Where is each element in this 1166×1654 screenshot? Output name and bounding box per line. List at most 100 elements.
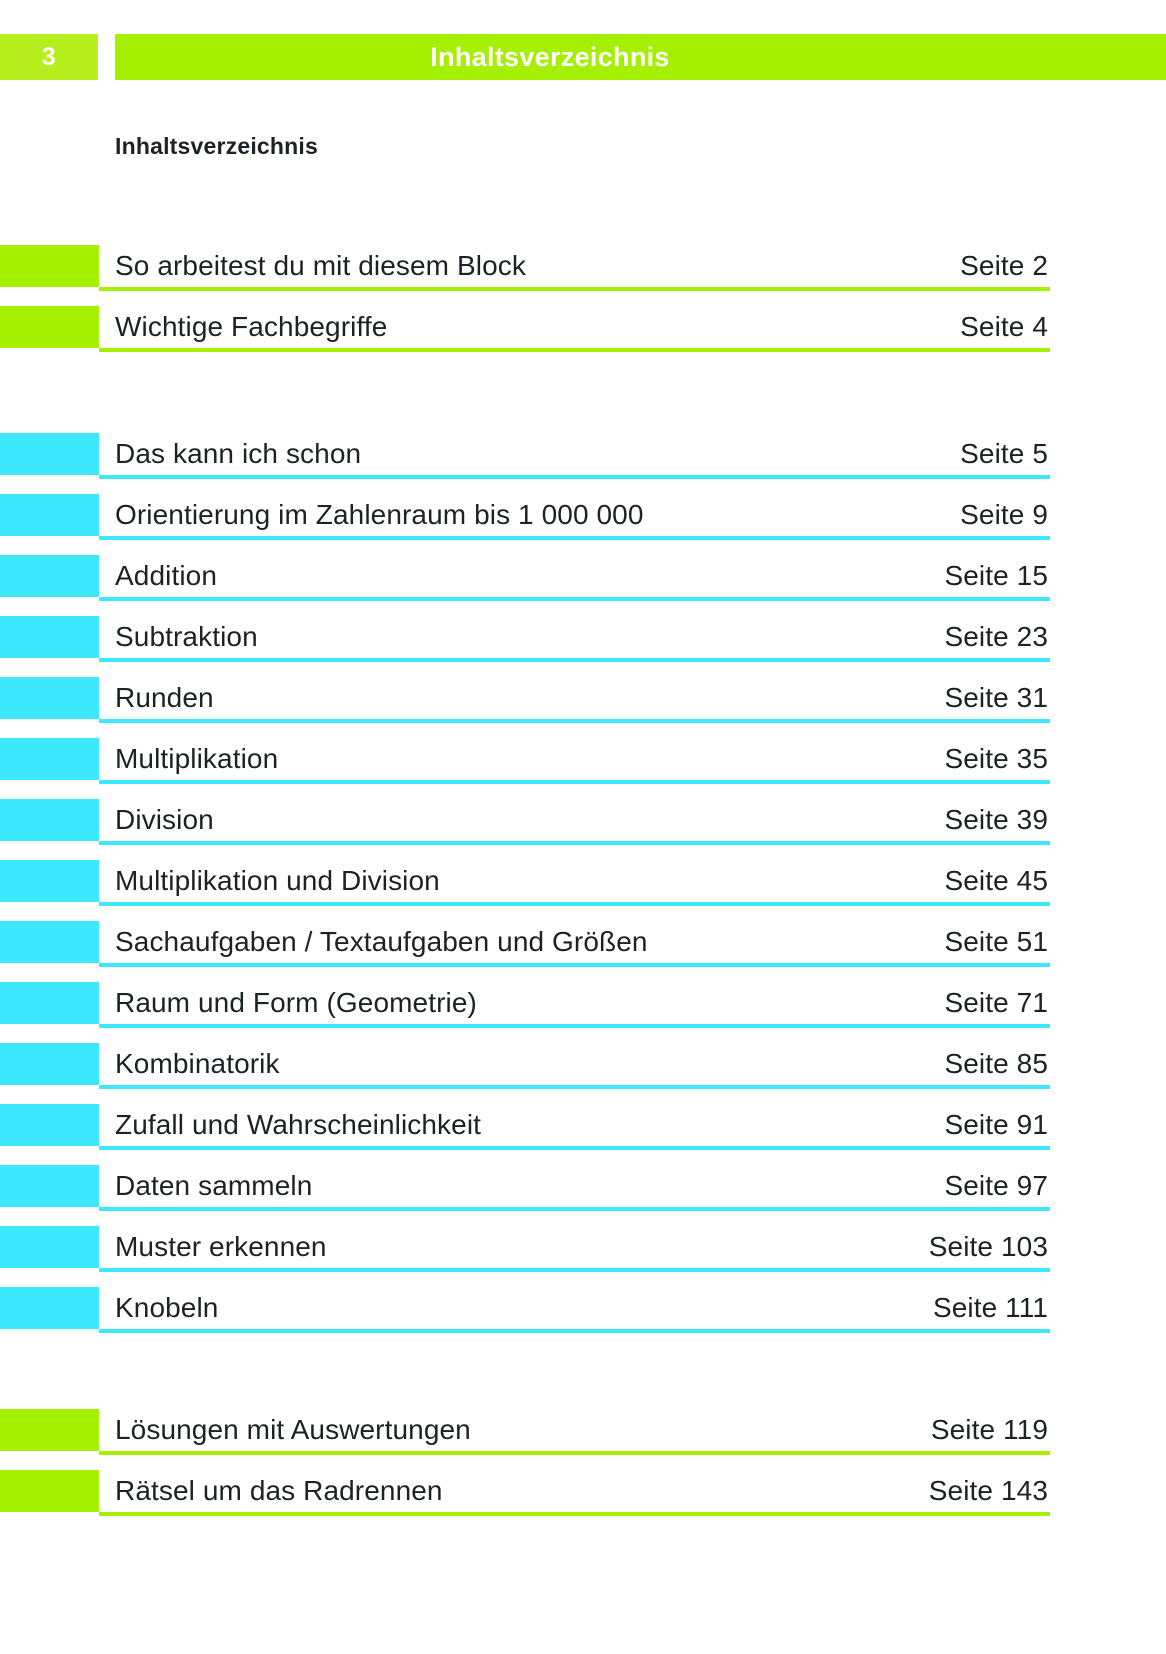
toc-entry-color-tab: [0, 738, 99, 780]
toc-entry[interactable]: Multiplikation Seite 35: [0, 738, 1166, 799]
toc-entry-underline: [99, 597, 1050, 601]
toc-entry-underline: [99, 1146, 1050, 1150]
toc-entry[interactable]: Addition Seite 15: [0, 555, 1166, 616]
toc-entry-underline: [99, 536, 1050, 540]
toc-entry-label: Division: [115, 804, 214, 835]
toc-entry-page-number: Seite 111: [932, 1292, 1048, 1323]
toc-entry-underline: [99, 841, 1050, 845]
toc-entry[interactable]: Lösungen mit Auswertungen Seite 119: [0, 1409, 1166, 1470]
toc-entry-label: Zufall und Wahrscheinlichkeit: [115, 1109, 482, 1140]
toc-entry-label: Muster erkennen: [115, 1231, 327, 1262]
toc-entry[interactable]: Daten sammeln Seite 97: [0, 1165, 1166, 1226]
toc-entry[interactable]: Zufall und Wahrscheinlichkeit Seite 91: [0, 1104, 1166, 1165]
toc-entry[interactable]: Division Seite 39: [0, 799, 1166, 860]
toc-entry[interactable]: Sachaufgaben / Textaufgaben und Größen Se…: [0, 921, 1166, 982]
toc-entry-page-number: Seite 51: [944, 926, 1048, 957]
toc-entry-underline: [99, 1085, 1050, 1089]
toc-entry-label: Kombinatorik: [115, 1048, 280, 1079]
toc-entry-page-number: Seite 35: [944, 743, 1048, 774]
toc-group-cyan: Das kann ich schon Seite 5 Orientierung im…: [0, 433, 1166, 1348]
toc-entry-color-tab: [0, 1165, 99, 1207]
toc-entry-body: Multiplikation und Division Seite 45: [99, 860, 1050, 907]
toc-entry-color-tab: [0, 677, 99, 719]
toc-entry-body: Raum und Form (Geometrie) Seite 71: [99, 982, 1050, 1029]
toc-entry[interactable]: Kombinatorik Seite 85: [0, 1043, 1166, 1104]
toc-entry-color-tab: [0, 616, 99, 658]
toc-entry-label: Das kann ich schon: [115, 438, 362, 469]
toc-entry-label: Wichtige Fachbegriffe: [115, 311, 388, 342]
toc-entry-page-number: Seite 85: [944, 1048, 1048, 1079]
toc-entry-body: Lösungen mit Auswertungen Seite 119: [99, 1409, 1050, 1456]
toc-entry-label: Addition: [115, 560, 217, 591]
toc-entry-page-number: Seite 39: [944, 804, 1048, 835]
toc-entry-page-number: Seite 23: [944, 621, 1048, 652]
toc-entry-page-number: Seite 97: [944, 1170, 1048, 1201]
toc-entry-page-number: Seite 71: [944, 987, 1048, 1018]
toc-entry-label: Rätsel um das Radrennen: [115, 1475, 443, 1506]
toc-entry-underline: [99, 1451, 1050, 1455]
toc-entry-body: Subtraktion Seite 23: [99, 616, 1050, 663]
toc-entry-underline: [99, 963, 1050, 967]
toc-entry[interactable]: Runden Seite 31: [0, 677, 1166, 738]
toc-entry-body: Sachaufgaben / Textaufgaben und Größen Se…: [99, 921, 1050, 968]
toc-entry[interactable]: Muster erkennen Seite 103: [0, 1226, 1166, 1287]
section-heading: Inhaltsverzeichnis: [115, 133, 319, 159]
toc-group-green: Lösungen mit Auswertungen Seite 119 Rätsel…: [0, 1409, 1166, 1531]
toc-entry-color-tab: [0, 1287, 99, 1329]
toc-entry[interactable]: So arbeitest du mit diesem Block Seite 2: [0, 245, 1166, 306]
toc-entry-underline: [99, 287, 1050, 291]
toc-entry-body: Addition Seite 15: [99, 555, 1050, 602]
toc-entry[interactable]: Multiplikation und Division Seite 45: [0, 860, 1166, 921]
toc-entry-color-tab: [0, 1470, 99, 1512]
toc-entry-underline: [99, 719, 1050, 723]
toc-entry-label: Multiplikation: [115, 743, 279, 774]
page-number-badge: 3: [0, 34, 98, 80]
toc-entry[interactable]: Orientierung im Zahlenraum bis 1 000 000…: [0, 494, 1166, 555]
toc-entry-underline: [99, 902, 1050, 906]
toc-entry-body: So arbeitest du mit diesem Block Seite 2: [99, 245, 1050, 292]
toc-entry-body: Wichtige Fachbegriffe Seite 4: [99, 306, 1050, 353]
toc-entry[interactable]: Knobeln Seite 111: [0, 1287, 1166, 1348]
toc-entry-page-number: Seite 4: [960, 311, 1048, 342]
toc-group-spacer: [0, 367, 1166, 433]
toc-entry-label: Daten sammeln: [115, 1170, 313, 1201]
toc-entry-body: Daten sammeln Seite 97: [99, 1165, 1050, 1212]
toc-entry-color-tab: [0, 433, 99, 475]
toc-group-spacer: [0, 1348, 1166, 1409]
toc-entry-underline: [99, 1329, 1050, 1333]
toc-entry-underline: [99, 1207, 1050, 1211]
toc-entry-label: Lösungen mit Auswertungen: [115, 1414, 471, 1445]
toc-entry-page-number: Seite 2: [960, 250, 1048, 281]
toc-entry-color-tab: [0, 1409, 99, 1451]
toc-entry-body: Rätsel um das Radrennen Seite 143: [99, 1470, 1050, 1517]
toc-entry-page-number: Seite 15: [944, 560, 1048, 591]
toc-entry-color-tab: [0, 799, 99, 841]
toc-entry-color-tab: [0, 306, 99, 348]
page-title: Inhaltsverzeichnis: [430, 41, 670, 72]
header-title-bar: Inhaltsverzeichnis: [115, 34, 1166, 80]
toc-entry-page-number: Seite 9: [960, 499, 1048, 530]
toc-entry-underline: [99, 658, 1050, 662]
toc-entry-page-number: Seite 91: [944, 1109, 1048, 1140]
toc-entry-color-tab: [0, 921, 99, 963]
toc-entry-body: Orientierung im Zahlenraum bis 1 000 000…: [99, 494, 1050, 541]
toc-entry-body: Zufall und Wahrscheinlichkeit Seite 91: [99, 1104, 1050, 1151]
toc-entry-body: Muster erkennen Seite 103: [99, 1226, 1050, 1273]
toc-entry-page-number: Seite 45: [944, 865, 1048, 896]
toc-entry-page-number: Seite 119: [930, 1414, 1048, 1445]
toc-entry-color-tab: [0, 494, 99, 536]
toc-entry-label: Knobeln: [115, 1292, 219, 1323]
toc-entry-color-tab: [0, 245, 99, 287]
toc-entry[interactable]: Subtraktion Seite 23: [0, 616, 1166, 677]
toc-entry[interactable]: Wichtige Fachbegriffe Seite 4: [0, 306, 1166, 367]
table-of-contents: So arbeitest du mit diesem Block Seite 2 W…: [0, 245, 1166, 1531]
toc-entry[interactable]: Rätsel um das Radrennen Seite 143: [0, 1470, 1166, 1531]
toc-entry[interactable]: Raum und Form (Geometrie) Seite 71: [0, 982, 1166, 1043]
toc-entry-page-number: Seite 31: [944, 682, 1048, 713]
toc-entry-body: Kombinatorik Seite 85: [99, 1043, 1050, 1090]
toc-entry-color-tab: [0, 1104, 99, 1146]
toc-entry[interactable]: Das kann ich schon Seite 5: [0, 433, 1166, 494]
toc-entry-underline: [99, 348, 1050, 352]
toc-entry-body: Knobeln Seite 111: [99, 1287, 1050, 1334]
toc-entry-label: Subtraktion: [115, 621, 258, 652]
